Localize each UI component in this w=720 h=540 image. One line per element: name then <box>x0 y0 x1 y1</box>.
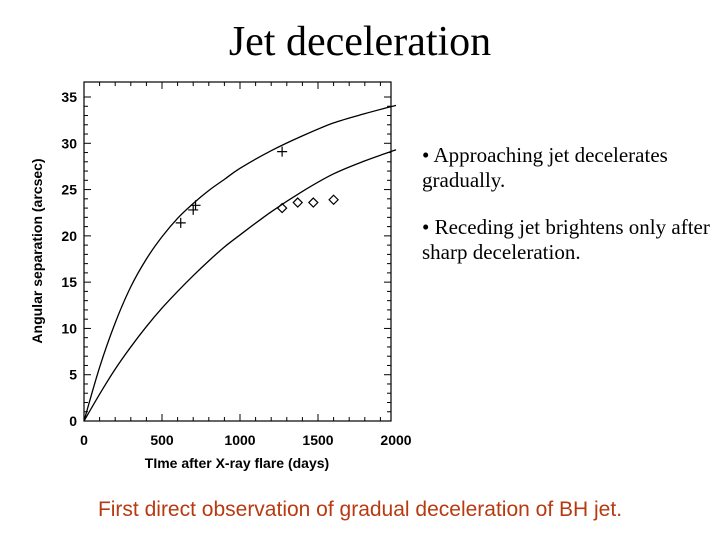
bullet-list: • Approaching jet decelerates gradually.… <box>422 143 712 287</box>
data-point-diamond <box>292 197 304 208</box>
footer-caption: First direct observation of gradual dece… <box>97 498 623 521</box>
x-tick-label: 1000 <box>224 432 255 448</box>
data-markers <box>175 146 339 228</box>
data-point-diamond <box>307 197 319 208</box>
model-curve <box>83 149 397 422</box>
y-tick-label: 20 <box>61 228 77 244</box>
x-tick-label: 500 <box>150 432 174 448</box>
x-tick-label: 2000 <box>380 432 411 448</box>
model-curve <box>83 104 397 422</box>
plot-frame <box>83 81 392 422</box>
y-tick-label: 5 <box>69 367 77 383</box>
data-point-plus <box>277 146 288 157</box>
y-tick-label: 0 <box>69 413 77 429</box>
y-tick-label: 10 <box>61 320 77 336</box>
data-point-diamond <box>328 194 339 206</box>
bullet-item: • Receding jet brightens only after shar… <box>422 215 710 264</box>
axis-ticks: 0 500 1000 1500 2000 0 5 10 15 20 25 30 35 <box>61 82 412 448</box>
data-point-plus <box>190 200 201 211</box>
data-point-plus <box>188 204 199 215</box>
x-tick-label: 0 <box>80 432 88 448</box>
bullet-item: • Approaching jet decelerates gradually. <box>422 143 668 192</box>
x-axis-label: TIme after X-ray flare (days) <box>145 455 329 471</box>
y-tick-label: 25 <box>61 182 77 198</box>
y-tick-label: 30 <box>61 135 77 151</box>
model-curves <box>83 104 397 422</box>
slide-title: Jet deceleration <box>228 19 492 65</box>
x-tick-label: 1500 <box>302 432 333 448</box>
data-point-diamond <box>276 202 288 214</box>
y-tick-label: 35 <box>61 89 77 105</box>
y-tick-label: 15 <box>61 274 77 290</box>
y-axis-label: Angular separation (arcsec) <box>29 158 45 343</box>
data-point-plus <box>175 217 186 228</box>
